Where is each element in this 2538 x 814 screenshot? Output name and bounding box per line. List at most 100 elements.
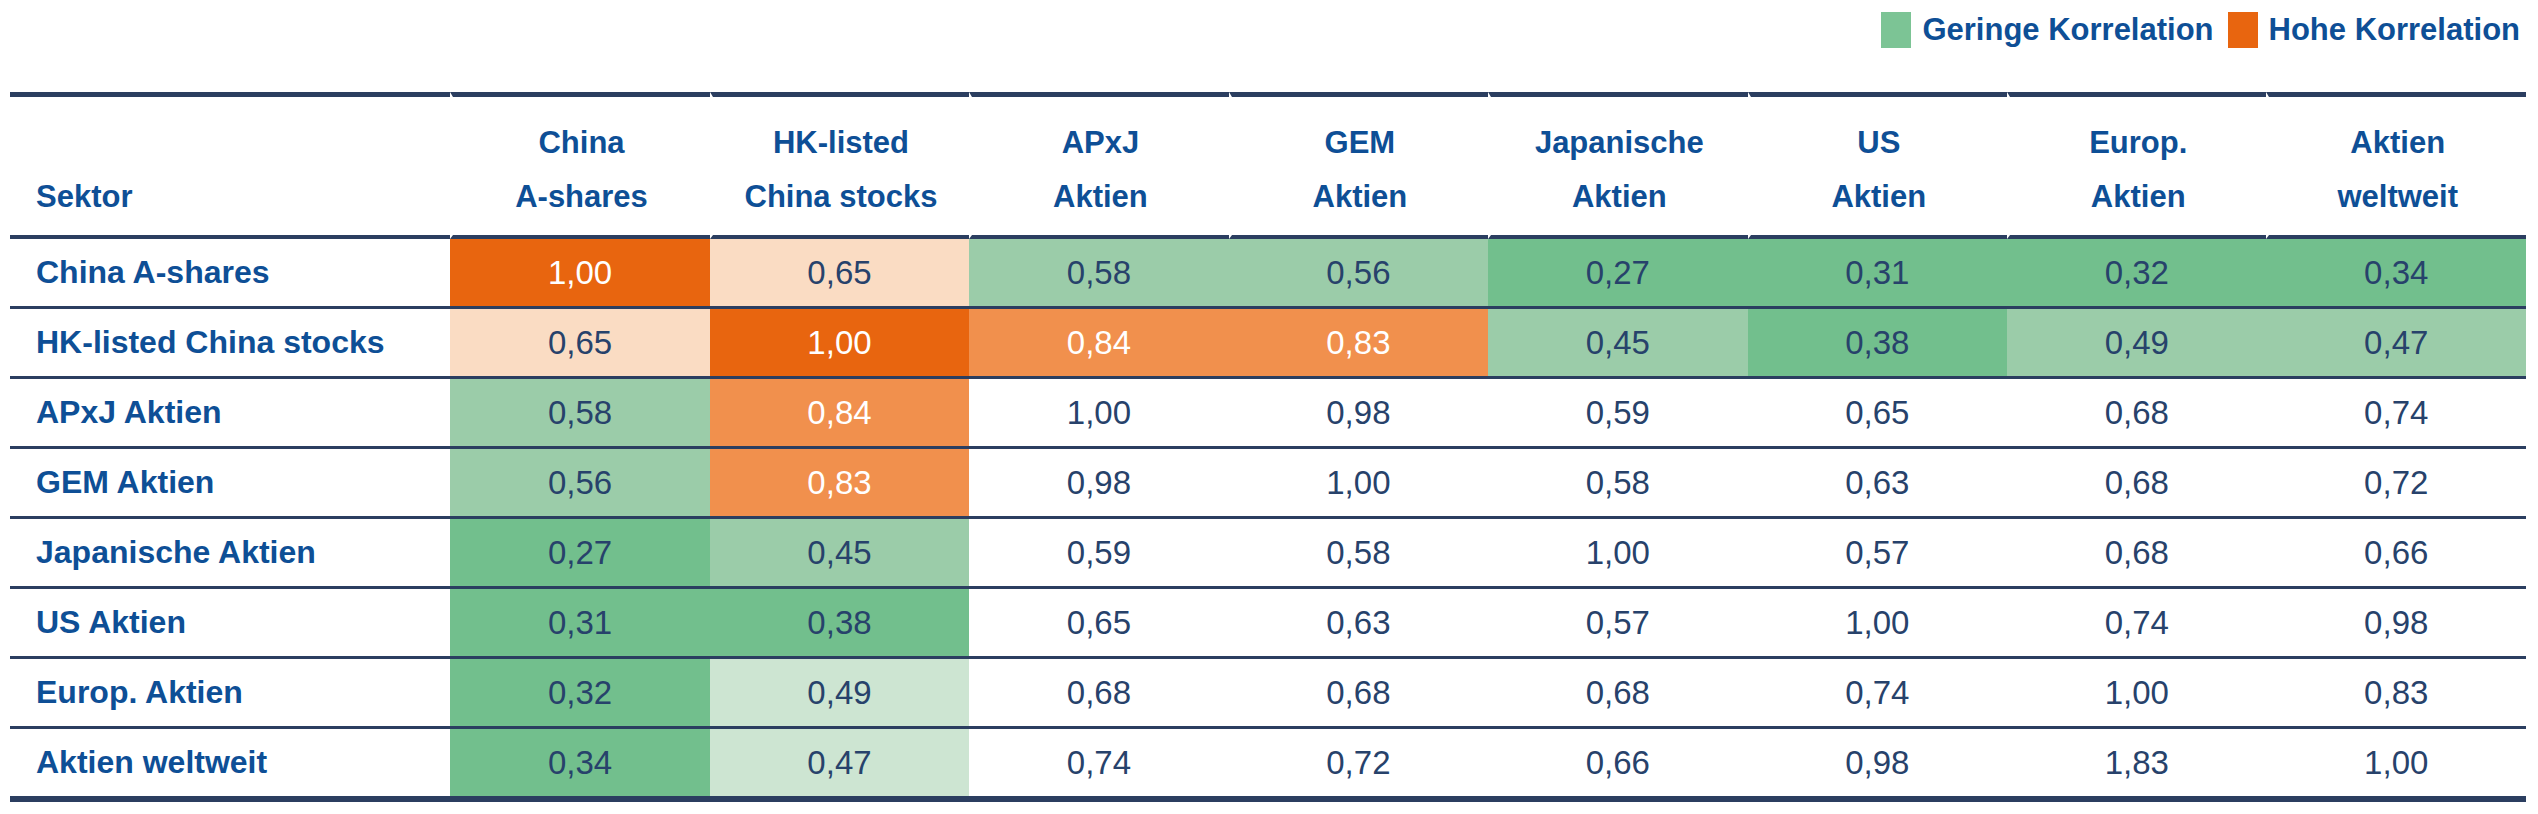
matrix-row-6: Europ. Aktien0,320,490,680,680,680,741,0… (10, 659, 2526, 729)
col-header-line2: Aktien (1755, 170, 2003, 223)
matrix-cell: 0,58 (969, 239, 1228, 309)
legend-item-high: Hohe Korrelation (2228, 12, 2520, 48)
matrix-head-row: Sektor ChinaA-sharesHK-listedChina stock… (10, 92, 2526, 239)
col-header-0: ChinaA-shares (450, 92, 709, 239)
col-header-line2: China stocks (717, 170, 965, 223)
matrix-cell: 0,32 (450, 659, 709, 729)
col-header-line1: Japanische (1495, 116, 1743, 169)
matrix-cell: 0,57 (1488, 589, 1747, 659)
col-header-6: Europ.Aktien (2007, 92, 2266, 239)
matrix-cell: 0,47 (710, 729, 969, 802)
matrix-cell: 0,31 (450, 589, 709, 659)
matrix-cell: 0,31 (1748, 239, 2007, 309)
col-header-3: GEMAktien (1229, 92, 1488, 239)
table-head: Sektor ChinaA-sharesHK-listedChina stock… (10, 92, 2526, 239)
table-body: China A-shares1,000,650,580,560,270,310,… (10, 239, 2526, 802)
matrix-cell: 0,66 (1488, 729, 1747, 802)
matrix-cell: 1,00 (710, 309, 969, 379)
matrix-cell: 1,00 (1748, 589, 2007, 659)
col-header-4: JapanischeAktien (1488, 92, 1747, 239)
matrix-cell: 0,56 (1229, 239, 1488, 309)
matrix-cell: 0,57 (1748, 519, 2007, 589)
matrix-cell: 0,72 (1229, 729, 1488, 802)
matrix-cell: 0,74 (2007, 589, 2266, 659)
matrix-cell: 0,72 (2266, 449, 2526, 519)
matrix-cell: 0,34 (2266, 239, 2526, 309)
matrix-cell: 0,45 (1488, 309, 1747, 379)
matrix-cell: 0,68 (2007, 519, 2266, 589)
row-label: Aktien weltweit (10, 729, 450, 802)
matrix-cell: 0,38 (1748, 309, 2007, 379)
matrix-cell: 0,65 (450, 309, 709, 379)
row-label: US Aktien (10, 589, 450, 659)
matrix-cell: 0,27 (1488, 239, 1747, 309)
col-header-line1: Europ. (2014, 116, 2262, 169)
matrix-cell: 0,59 (1488, 379, 1747, 449)
matrix-cell: 0,59 (969, 519, 1228, 589)
col-header-line2: A-shares (457, 170, 705, 223)
matrix-cell: 0,74 (1748, 659, 2007, 729)
high-correlation-swatch-icon (2228, 12, 2258, 48)
matrix-cell: 1,00 (1229, 449, 1488, 519)
matrix-cell: 0,98 (1748, 729, 2007, 802)
col-header-line2: Aktien (2014, 170, 2262, 223)
matrix-cell: 1,83 (2007, 729, 2266, 802)
row-label: Japanische Aktien (10, 519, 450, 589)
matrix-cell: 0,58 (1488, 449, 1747, 519)
low-correlation-swatch-icon (1881, 12, 1911, 48)
col-header-line1: GEM (1236, 116, 1484, 169)
matrix-cell: 0,49 (710, 659, 969, 729)
matrix-row-3: GEM Aktien0,560,830,981,000,580,630,680,… (10, 449, 2526, 519)
col-header-2: APxJAktien (969, 92, 1228, 239)
matrix-cell: 0,45 (710, 519, 969, 589)
col-header-line2: weltweit (2273, 170, 2522, 223)
legend-item-low: Geringe Korrelation (1881, 12, 2213, 48)
matrix-cell: 1,00 (1488, 519, 1747, 589)
col-header-5: USAktien (1748, 92, 2007, 239)
matrix-cell: 0,63 (1748, 449, 2007, 519)
matrix-cell: 0,98 (1229, 379, 1488, 449)
matrix-cell: 0,63 (1229, 589, 1488, 659)
legend: Geringe Korrelation Hohe Korrelation (1881, 8, 2520, 52)
matrix-cell: 0,58 (1229, 519, 1488, 589)
col-header-line2: Aktien (976, 170, 1224, 223)
matrix-row-5: US Aktien0,310,380,650,630,571,000,740,9… (10, 589, 2526, 659)
matrix-cell: 0,68 (2007, 449, 2266, 519)
matrix-cell: 0,65 (710, 239, 969, 309)
matrix-cell: 0,32 (2007, 239, 2266, 309)
col-header-7: Aktienweltweit (2266, 92, 2526, 239)
row-label: GEM Aktien (10, 449, 450, 519)
col-header-line1: China (457, 116, 705, 169)
matrix-cell: 0,49 (2007, 309, 2266, 379)
matrix-cell: 0,38 (710, 589, 969, 659)
matrix-row-4: Japanische Aktien0,270,450,590,581,000,5… (10, 519, 2526, 589)
col-header-line2: Aktien (1236, 170, 1484, 223)
matrix-row-0: China A-shares1,000,650,580,560,270,310,… (10, 239, 2526, 309)
matrix-cell: 0,83 (2266, 659, 2526, 729)
matrix-cell: 0,68 (1488, 659, 1747, 729)
legend-low-label: Geringe Korrelation (1922, 12, 2213, 48)
matrix-row-1: HK-listed China stocks0,651,000,840,830,… (10, 309, 2526, 379)
matrix-cell: 0,47 (2266, 309, 2526, 379)
matrix-cell: 1,00 (450, 239, 709, 309)
matrix-cell: 1,00 (2007, 659, 2266, 729)
matrix-cell: 0,66 (2266, 519, 2526, 589)
matrix-cell: 0,98 (969, 449, 1228, 519)
matrix-cell: 0,98 (2266, 589, 2526, 659)
correlation-table: Sektor ChinaA-sharesHK-listedChina stock… (10, 92, 2526, 802)
row-label: China A-shares (10, 239, 450, 309)
row-label: Europ. Aktien (10, 659, 450, 729)
matrix-cell: 0,84 (969, 309, 1228, 379)
row-label: HK-listed China stocks (10, 309, 450, 379)
col-header-1: HK-listedChina stocks (710, 92, 969, 239)
col-header-line1: Aktien (2273, 116, 2522, 169)
matrix-cell: 0,65 (1748, 379, 2007, 449)
sector-header: Sektor (10, 92, 450, 239)
matrix-cell: 0,34 (450, 729, 709, 802)
matrix-cell: 0,68 (1229, 659, 1488, 729)
matrix-cell: 0,58 (450, 379, 709, 449)
col-header-line1: APxJ (976, 116, 1224, 169)
matrix-cell: 0,84 (710, 379, 969, 449)
matrix-cell: 1,00 (969, 379, 1228, 449)
matrix-cell: 0,83 (710, 449, 969, 519)
